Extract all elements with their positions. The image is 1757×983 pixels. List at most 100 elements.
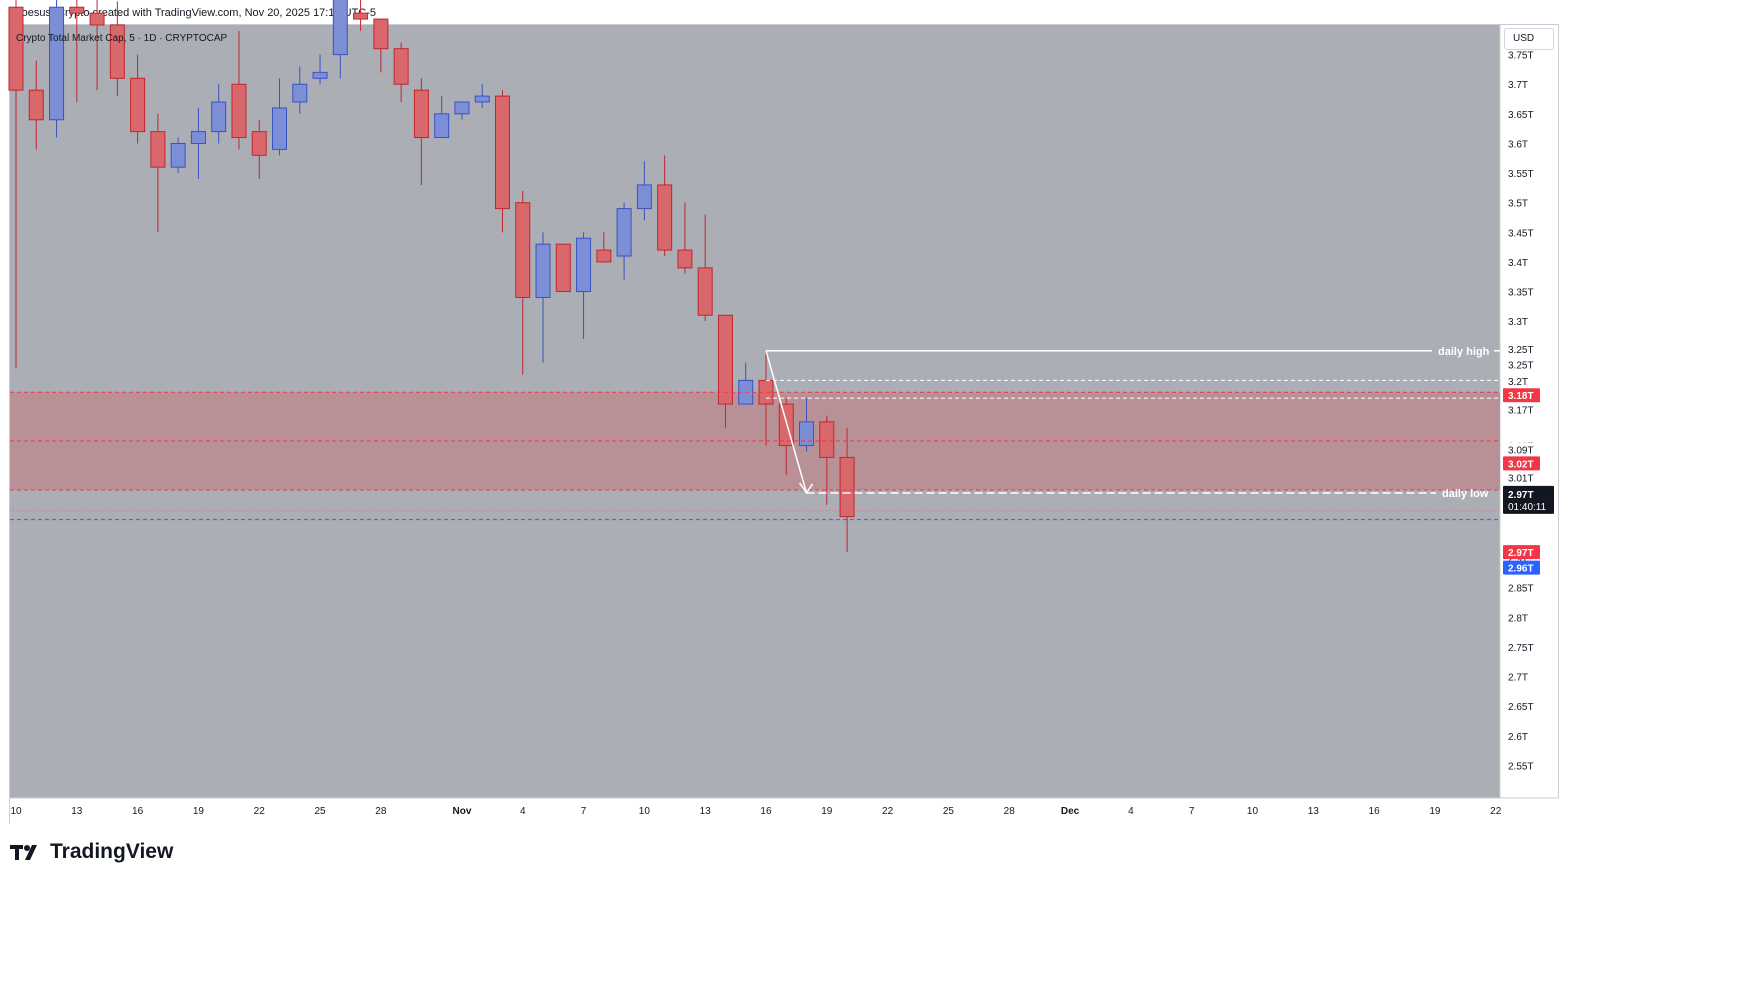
candle-body [494,95,510,210]
candle-body [657,184,673,251]
time-tick-label: 13 [71,806,83,817]
candle[interactable] [69,0,85,103]
candle[interactable] [109,1,125,97]
price-tag: 3.01T [1503,470,1540,485]
price-tick-label: 2.55T [1508,761,1534,772]
candle-body [576,237,592,293]
candle[interactable] [393,42,409,103]
candle[interactable] [49,0,65,138]
price-tick-label: 3.4T [1508,258,1528,269]
price-tag: 2.97T [1503,545,1540,560]
candle[interactable] [292,66,308,114]
candle-body [231,83,247,139]
candle[interactable] [515,190,531,375]
time-tick-label: 19 [1429,806,1441,817]
candle-body [839,456,855,518]
candle[interactable] [555,243,571,293]
candle-body [130,77,146,133]
candle-body [636,184,652,210]
candle[interactable] [616,202,632,280]
candle[interactable] [576,232,592,339]
candle-body [211,101,227,133]
move-arrow [765,350,808,494]
candle[interactable] [839,427,855,553]
time-tick-label: 4 [1128,806,1134,817]
candle[interactable] [211,84,227,144]
candle[interactable] [373,18,389,73]
price-tick-label: 3.45T [1508,228,1534,239]
candle[interactable] [150,113,166,233]
candle-body [454,101,470,115]
candle[interactable] [353,0,369,31]
tradingview-logo-icon [10,845,37,860]
candle[interactable] [434,96,450,139]
time-tick-label: 28 [375,806,387,817]
price-tag: 3.25T [1503,342,1540,357]
candle[interactable] [231,30,247,150]
candle[interactable] [636,161,652,221]
candle-body [312,71,328,79]
candle-body [799,421,815,447]
move-arrow-head [798,482,814,495]
candle[interactable] [535,232,551,363]
candle[interactable] [697,214,713,322]
price-tick-label: 3.7T [1508,80,1528,91]
candle[interactable] [717,314,733,428]
candle-body [190,131,206,144]
candle[interactable] [272,78,288,156]
candle[interactable] [312,54,328,85]
candle-body [170,142,186,168]
candle[interactable] [819,415,835,505]
candle-body [697,267,713,316]
candle[interactable] [799,398,815,452]
time-tick-label: 10 [1247,806,1259,817]
candle-body [393,48,409,85]
candle[interactable] [190,107,206,180]
time-tick-label: 16 [1369,806,1381,817]
candle[interactable] [413,78,429,185]
candle-body [69,6,85,14]
candle[interactable] [677,202,693,274]
current-price-bg [1503,485,1554,514]
tradingview-logo[interactable]: TradingView [10,840,173,864]
candle[interactable] [8,0,24,369]
price-tick-label: 3.6T [1508,139,1528,150]
candle-body [150,131,166,168]
candle[interactable] [130,54,146,144]
time-tick-label: 22 [882,806,894,817]
candle[interactable] [454,101,470,120]
price-tag-bg [1503,402,1540,417]
currency-button[interactable]: USD [1504,28,1554,50]
price-tag-label: 2.96T [1508,564,1534,575]
price-tag-bg [1503,456,1540,471]
candle-body [292,83,308,103]
candle[interactable] [332,0,348,79]
price-tag-label: 3.25T [1508,345,1534,356]
candle[interactable] [89,0,105,91]
price-tick-label: 2.85T [1508,584,1534,595]
candle[interactable] [657,155,673,257]
price-tag-bg [1503,545,1540,560]
candle[interactable] [596,232,612,263]
candle-body [413,89,429,139]
candle-body [49,6,65,121]
candle-body [434,113,450,139]
candle-body [272,107,288,150]
candle[interactable] [28,60,44,150]
candle[interactable] [251,119,267,180]
candle[interactable] [494,90,510,233]
price-tick-label: 2.7T [1508,673,1528,684]
price-tag: 3.25T [1503,357,1540,372]
price-tag: 3.18T [1503,388,1540,403]
candle[interactable] [170,137,186,174]
price-tag-bg [1503,560,1540,575]
candle-body [8,6,24,91]
candle-body [353,12,369,20]
candle-body [89,12,105,26]
price-tag-label: 2.97T [1508,548,1534,559]
candle[interactable] [474,84,490,108]
price-tick-label: 3.75T [1508,51,1534,62]
candle-body [819,421,835,458]
